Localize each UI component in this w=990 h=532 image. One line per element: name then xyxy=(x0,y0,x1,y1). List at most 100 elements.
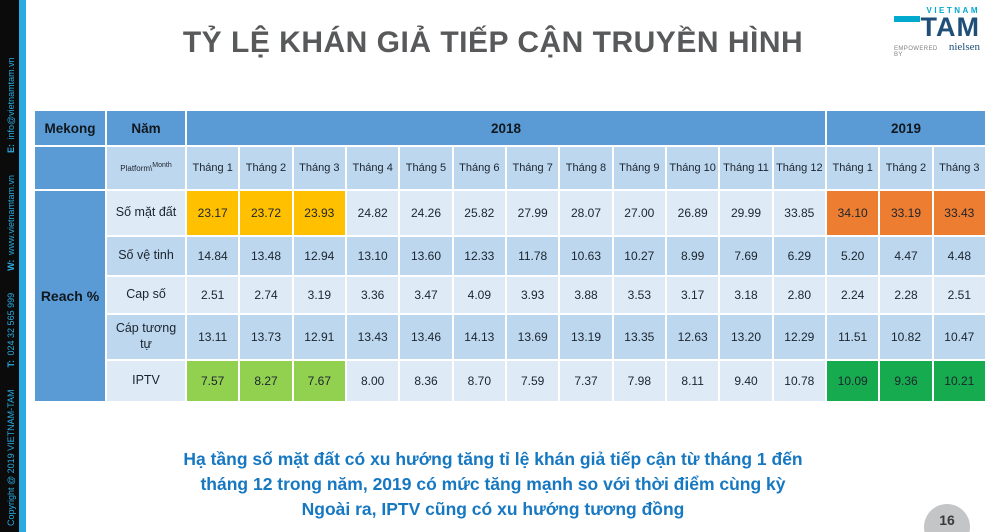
data-cell: 12.63 xyxy=(666,315,719,359)
data-cell: 25.82 xyxy=(453,191,505,235)
data-cell: 14.13 xyxy=(453,315,505,359)
data-cell: 10.47 xyxy=(933,315,985,359)
vietnam-wordmark: VIETNAM xyxy=(926,6,980,15)
data-cell: 23.17 xyxy=(187,191,239,235)
month-header-cell: Tháng 2 xyxy=(240,147,292,189)
tam-wordmark: TAM xyxy=(920,12,980,42)
month-header-cell: Tháng 3 xyxy=(293,147,345,189)
data-cell: 10.63 xyxy=(560,237,612,275)
platform-label-cell: IPTV xyxy=(107,361,185,401)
data-cell: 2.80 xyxy=(773,277,825,313)
data-cell: 2.28 xyxy=(880,277,932,313)
data-cell: 28.07 xyxy=(560,191,612,235)
month-header-cell: Tháng 11 xyxy=(720,147,772,189)
footer-note-line: Hạ tầng số mặt đất có xu hướng tăng tỉ l… xyxy=(183,449,803,469)
data-cell: 23.93 xyxy=(293,191,345,235)
data-cell: 9.36 xyxy=(880,361,932,401)
data-cell: 3.53 xyxy=(613,277,665,313)
month-header-cell: Tháng 9 xyxy=(613,147,665,189)
empowered-by-text: EMPOWERED BY xyxy=(894,46,938,58)
data-cell: 4.47 xyxy=(880,237,932,275)
data-cell: 9.40 xyxy=(720,361,772,401)
copyright-text: Copyright @ 2019 VIETNAM-TAM xyxy=(6,389,16,526)
data-cell: 8.11 xyxy=(666,361,719,401)
data-cell: 6.29 xyxy=(773,237,825,275)
year-label-cell: Năm xyxy=(107,111,185,145)
month-header-cell: Tháng 1 xyxy=(187,147,239,189)
data-cell: 33.85 xyxy=(773,191,825,235)
data-cell: 23.72 xyxy=(240,191,292,235)
data-cell: 3.19 xyxy=(293,277,345,313)
data-cell: 10.21 xyxy=(933,361,985,401)
data-cell: 12.91 xyxy=(293,315,345,359)
data-cell: 24.26 xyxy=(400,191,452,235)
data-cell: 13.46 xyxy=(400,315,452,359)
data-cell: 7.69 xyxy=(720,237,772,275)
data-cell: 26.89 xyxy=(666,191,719,235)
data-cell: 13.19 xyxy=(560,315,612,359)
data-cell: 7.98 xyxy=(613,361,665,401)
data-cell: 11.51 xyxy=(826,315,879,359)
data-cell: 8.99 xyxy=(666,237,719,275)
data-cell: 3.47 xyxy=(400,277,452,313)
data-cell: 13.20 xyxy=(720,315,772,359)
data-cell: 24.82 xyxy=(346,191,399,235)
data-cell: 3.18 xyxy=(720,277,772,313)
data-cell: 7.59 xyxy=(506,361,559,401)
data-cell: 13.35 xyxy=(613,315,665,359)
data-cell: 12.33 xyxy=(453,237,505,275)
platform-label-cell: Số vệ tinh xyxy=(107,237,185,275)
data-cell: 33.19 xyxy=(880,191,932,235)
data-cell: 8.70 xyxy=(453,361,505,401)
phone-text: T: 024 32 565 999 xyxy=(6,292,16,368)
nielsen-wordmark: nielsen xyxy=(948,41,980,53)
website-text: W: www.vietnamtam.vn xyxy=(6,175,16,271)
footer-note: Hạ tầng số mặt đất có xu hướng tăng tỉ l… xyxy=(26,447,960,522)
data-cell: 2.51 xyxy=(933,277,985,313)
data-cell: 10.09 xyxy=(826,361,879,401)
data-cell: 5.20 xyxy=(826,237,879,275)
data-cell: 3.93 xyxy=(506,277,559,313)
data-cell: 13.73 xyxy=(240,315,292,359)
data-cell: 14.84 xyxy=(187,237,239,275)
month-header-cell: Tháng 4 xyxy=(346,147,399,189)
data-cell: 27.00 xyxy=(613,191,665,235)
month-header-cell: Tháng 2 xyxy=(880,147,932,189)
blank-header-cell xyxy=(35,147,105,189)
data-cell: 33.43 xyxy=(933,191,985,235)
data-cell: 13.69 xyxy=(506,315,559,359)
reach-table: Mekong Năm 2018 2019 Platform \ Month Tháng 1 Th… xyxy=(35,111,985,401)
month-header-cell: Tháng 8 xyxy=(560,147,612,189)
data-cell: 11.78 xyxy=(506,237,559,275)
data-cell: 12.94 xyxy=(293,237,345,275)
reach-percent-cell: Reach % xyxy=(35,191,105,401)
footer-note-line: Ngoài ra, IPTV cũng có xu hướng tương đồ… xyxy=(301,499,685,520)
sidebar xyxy=(0,0,19,532)
data-cell: 7.37 xyxy=(560,361,612,401)
data-cell: 13.43 xyxy=(346,315,399,359)
platform-label-cell: Số mặt đất xyxy=(107,191,185,235)
email-text: E: info@vietnamtam.vn xyxy=(6,57,16,154)
data-cell: 3.36 xyxy=(346,277,399,313)
data-cell: 29.99 xyxy=(720,191,772,235)
data-cell: 2.74 xyxy=(240,277,292,313)
tam-logo-bar xyxy=(894,16,920,22)
month-header-cell: Tháng 7 xyxy=(506,147,559,189)
month-header-cell: Tháng 5 xyxy=(400,147,452,189)
data-cell: 8.00 xyxy=(346,361,399,401)
data-cell: 13.10 xyxy=(346,237,399,275)
data-cell: 8.27 xyxy=(240,361,292,401)
page-title: TỶ LỆ KHÁN GIẢ TIẾP CẬN TRUYỀN HÌNH xyxy=(182,26,804,59)
data-cell: 7.67 xyxy=(293,361,345,401)
data-cell: 13.11 xyxy=(187,315,239,359)
data-cell: 10.78 xyxy=(773,361,825,401)
month-header-cell: Tháng 3 xyxy=(933,147,985,189)
data-cell: 10.82 xyxy=(880,315,932,359)
data-cell: 12.29 xyxy=(773,315,825,359)
data-cell: 10.27 xyxy=(613,237,665,275)
data-cell: 13.48 xyxy=(240,237,292,275)
month-header-cell: Tháng 6 xyxy=(453,147,505,189)
sidebar-contact-text: Copyright @ 2019 VIETNAM-TAM T: 024 32 5… xyxy=(3,13,19,528)
data-cell: 3.17 xyxy=(666,277,719,313)
data-cell: 2.24 xyxy=(826,277,879,313)
